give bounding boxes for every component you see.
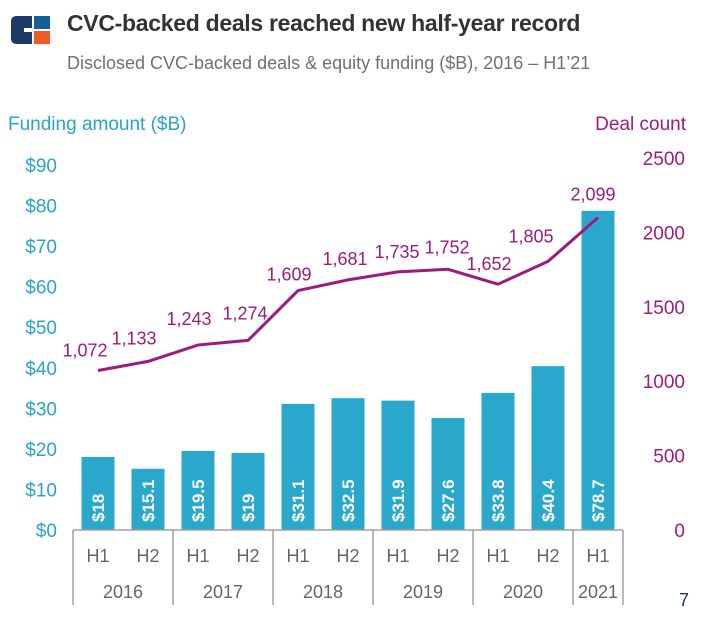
slide-title: CVC-backed deals reached new half-year r… <box>67 10 581 36</box>
left-tick-label: $50 <box>25 318 57 339</box>
right-axis-title: Deal count <box>595 114 687 135</box>
x-tick-label-half: H1 <box>86 546 109 566</box>
funding-bar-label: $19.5 <box>189 479 208 522</box>
left-tick-label: $60 <box>25 278 57 299</box>
funding-bar <box>531 366 565 530</box>
logo-white-bar <box>24 28 34 32</box>
x-tick-label-half: H1 <box>286 546 309 566</box>
funding-bar-label: $19 <box>239 494 258 522</box>
x-tick-label-half: H1 <box>486 546 509 566</box>
funding-bar <box>181 450 215 530</box>
funding-bar-label: $31.1 <box>289 479 308 522</box>
left-tick-label: $40 <box>25 359 57 380</box>
funding-bar <box>431 418 465 530</box>
logo-white-gap-h <box>34 29 50 31</box>
funding-bar <box>281 403 315 530</box>
funding-bar <box>381 400 415 530</box>
logo-orange-block <box>34 31 50 44</box>
funding-bars <box>81 210 615 531</box>
left-tick-label: $90 <box>25 156 57 177</box>
left-tick-label: $20 <box>25 440 57 461</box>
x-tick-label-year: 2020 <box>503 582 543 602</box>
deal-count-label: 1,133 <box>111 328 156 348</box>
funding-bar-labels: $18 $15.1 $19.5 $19 $31.1 $32.5 $31.9 $27.6 $33.… <box>89 479 608 522</box>
x-tick-label-year: 2021 <box>578 582 618 602</box>
deal-count-label: 1,805 <box>508 226 553 246</box>
x-tick-label-half: H2 <box>236 546 259 566</box>
x-tick-label-half: H2 <box>536 546 559 566</box>
left-tick-label: $0 <box>36 521 57 542</box>
left-tick-label: $80 <box>25 197 57 218</box>
funding-bar-label: $78.7 <box>589 479 608 522</box>
right-tick-label: 2000 <box>643 223 685 244</box>
funding-bar-label: $18 <box>89 494 108 522</box>
company-logo <box>11 16 50 44</box>
x-tick-label-year: 2016 <box>103 582 143 602</box>
x-tick-label-year: 2017 <box>203 582 243 602</box>
page-number: 7 <box>679 590 690 610</box>
x-tick-label-half: H1 <box>386 546 409 566</box>
deal-count-label: 1,609 <box>266 265 311 285</box>
logo-blue-block <box>34 16 50 29</box>
funding-bar-label: $31.9 <box>389 479 408 522</box>
right-tick-label: 2500 <box>643 149 685 170</box>
funding-bar <box>481 392 515 530</box>
logo-white-gap-v <box>32 16 34 44</box>
x-axis: H1 H2 H1 H2 H1 H2 H1 H2 H1 H2 H1 2016 2017 2018 2019 20… <box>72 529 624 605</box>
x-tick-label-half: H1 <box>186 546 209 566</box>
funding-bar <box>231 452 265 530</box>
funding-bar-label: $27.6 <box>439 479 458 522</box>
slide-subtitle: Disclosed CVC-backed deals & equity fund… <box>67 53 591 73</box>
deal-count-label: 1,681 <box>322 249 367 269</box>
x-tick-label-half: H2 <box>136 546 159 566</box>
x-tick-label-half: H2 <box>336 546 359 566</box>
deal-count-label: 1,735 <box>374 242 419 262</box>
deal-count-line-group <box>97 216 599 372</box>
right-tick-label: 0 <box>674 521 685 542</box>
x-tick-label-year: 2019 <box>403 582 443 602</box>
deal-count-label: 1,652 <box>466 254 511 274</box>
right-tick-label: 1000 <box>643 372 685 393</box>
right-tick-label: 500 <box>653 447 685 468</box>
x-tick-label-half: H1 <box>586 546 609 566</box>
deal-count-label: 1,752 <box>424 237 469 257</box>
right-axis-ticks: 0 500 1000 1500 2000 2500 <box>643 149 685 542</box>
left-axis-ticks: $0 $10 $20 $30 $40 $50 $60 $70 $80 $90 <box>25 156 57 542</box>
deal-count-label: 1,072 <box>62 340 107 360</box>
funding-bar <box>331 398 365 530</box>
deal-count-label: 2,099 <box>570 185 615 205</box>
left-tick-label: $30 <box>25 399 57 420</box>
left-tick-label: $70 <box>25 237 57 258</box>
x-tick-label-year: 2018 <box>303 582 343 602</box>
funding-bar <box>131 468 165 530</box>
right-tick-label: 1500 <box>643 298 685 319</box>
funding-bar <box>81 457 115 530</box>
funding-bar <box>581 210 615 531</box>
left-tick-label: $10 <box>25 480 57 501</box>
funding-bar-label: $32.5 <box>339 479 358 522</box>
funding-bar-label: $33.8 <box>489 479 508 522</box>
left-axis-title: Funding amount ($B) <box>8 114 187 135</box>
deal-count-label: 1,243 <box>166 309 211 329</box>
deal-count-label: 1,274 <box>222 303 267 323</box>
x-tick-label-half: H2 <box>436 546 459 566</box>
funding-bar-label: $40.4 <box>539 479 558 522</box>
funding-bar-label: $15.1 <box>139 479 158 522</box>
